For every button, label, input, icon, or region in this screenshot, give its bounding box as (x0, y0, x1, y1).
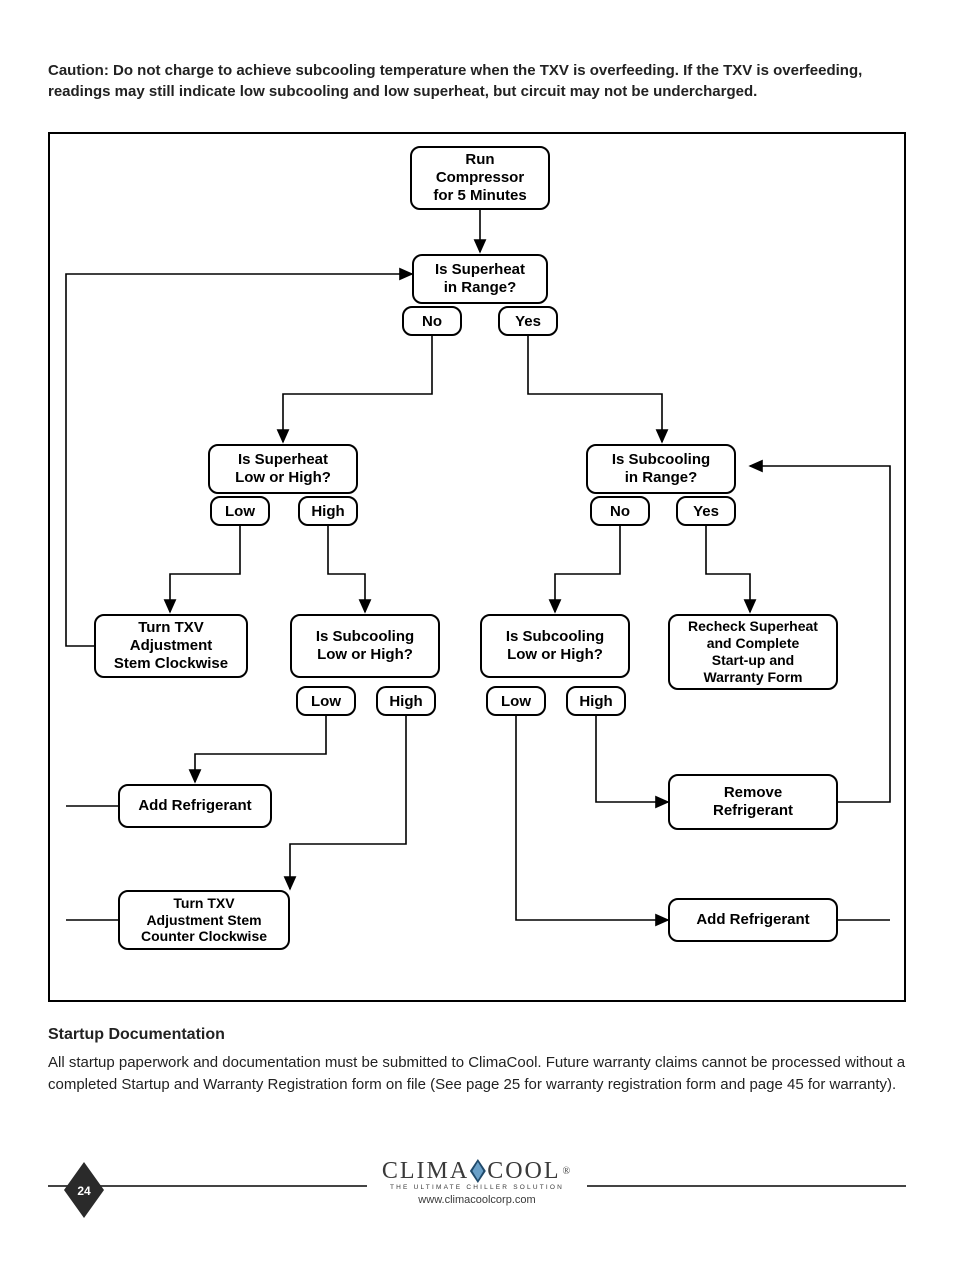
option-high: High (566, 686, 626, 716)
option-label: Low (225, 503, 255, 520)
option-high: High (376, 686, 436, 716)
option-high: High (298, 496, 358, 526)
section-heading: Startup Documentation (48, 1026, 906, 1044)
node-label: Is Subcoolingin Range? (612, 451, 710, 487)
option-label: No (610, 503, 630, 520)
node-txv-clockwise: Turn TXVAdjustmentStem Clockwise (94, 614, 248, 678)
brand-tagline: THE ULTIMATE CHILLER SOLUTION (382, 1184, 572, 1191)
page-footer: 24 CLIMA COOL ® THE ULTIMATE CHILLER SOL… (48, 1156, 906, 1236)
node-label: Add Refrigerant (138, 797, 251, 815)
caution-text: Caution: Do not charge to achieve subcoo… (48, 60, 906, 102)
option-no: No (590, 496, 650, 526)
node-add-refrigerant-left: Add Refrigerant (118, 784, 272, 828)
node-label: Is SuperheatLow or High? (235, 451, 331, 487)
node-subcooling-low-high-right: Is SubcoolingLow or High? (480, 614, 630, 678)
option-label: No (422, 313, 442, 330)
brand-url: www.climacoolcorp.com (382, 1194, 572, 1206)
option-yes: Yes (498, 306, 558, 336)
node-txv-counter-clockwise: Turn TXVAdjustment StemCounter Clockwise (118, 890, 290, 950)
node-label: Recheck Superheatand CompleteStart-up an… (688, 618, 818, 685)
option-label: High (389, 693, 422, 710)
option-low: Low (486, 686, 546, 716)
option-no: No (402, 306, 462, 336)
node-label: RemoveRefrigerant (713, 784, 793, 820)
section-body: All startup paperwork and documentation … (48, 1052, 906, 1096)
page: Caution: Do not charge to achieve subcoo… (0, 0, 954, 1266)
option-label: High (579, 693, 612, 710)
brand-left: CLIMA (382, 1158, 469, 1185)
node-label: Is SubcoolingLow or High? (316, 628, 414, 664)
option-low: Low (210, 496, 270, 526)
node-label: Is Superheatin Range? (435, 261, 525, 297)
node-superheat-range: Is Superheatin Range? (412, 254, 548, 304)
option-label: Yes (693, 503, 719, 520)
footer-line-right (587, 1185, 906, 1187)
node-run-compressor: RunCompressorfor 5 Minutes (410, 146, 550, 210)
option-label: High (311, 503, 344, 520)
registered-mark: ® (563, 1166, 573, 1177)
option-label: Low (501, 693, 531, 710)
option-low: Low (296, 686, 356, 716)
node-label: Add Refrigerant (696, 911, 809, 929)
node-recheck-warranty: Recheck Superheatand CompleteStart-up an… (668, 614, 838, 690)
diamond-icon: 24 (64, 1162, 104, 1218)
option-label: Yes (515, 313, 541, 330)
page-number-badge: 24 (64, 1162, 104, 1223)
page-number: 24 (77, 1184, 91, 1198)
node-label: Turn TXVAdjustment StemCounter Clockwise (141, 895, 267, 945)
footer-logo: CLIMA COOL ® THE ULTIMATE CHILLER SOLUTI… (382, 1158, 572, 1206)
brand-right: COOL (487, 1158, 560, 1185)
node-remove-refrigerant: RemoveRefrigerant (668, 774, 838, 830)
node-subcooling-low-high-left: Is SubcoolingLow or High? (290, 614, 440, 678)
node-superheat-low-high: Is SuperheatLow or High? (208, 444, 358, 494)
node-subcooling-range: Is Subcoolingin Range? (586, 444, 736, 494)
option-yes: Yes (676, 496, 736, 526)
option-label: Low (311, 693, 341, 710)
node-add-refrigerant-right: Add Refrigerant (668, 898, 838, 942)
node-label: Turn TXVAdjustmentStem Clockwise (114, 619, 228, 673)
node-label: Is SubcoolingLow or High? (506, 628, 604, 664)
node-label: RunCompressorfor 5 Minutes (433, 151, 526, 205)
brand-name: CLIMA COOL ® (382, 1158, 572, 1185)
flowchart: RunCompressorfor 5 Minutes Is Superheati… (48, 132, 906, 1002)
logo-diamond-icon (470, 1159, 486, 1183)
